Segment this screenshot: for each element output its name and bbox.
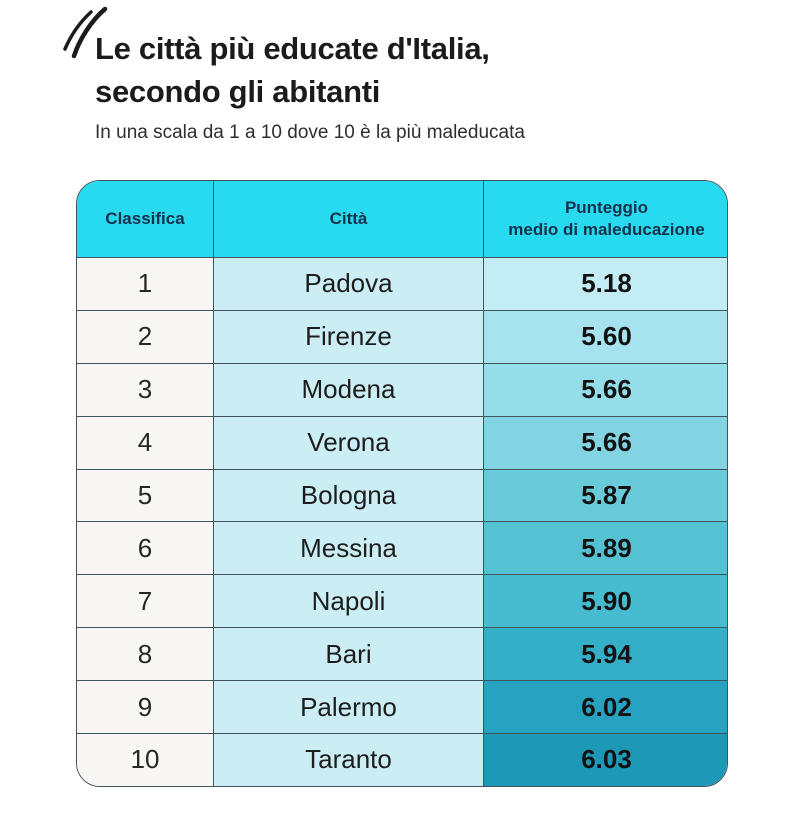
column-header-citta: Città: [213, 181, 483, 257]
city-cell: Padova: [213, 257, 483, 310]
score-cell: 5.94: [483, 627, 727, 681]
rank-cell: 10: [77, 733, 213, 786]
table-row: 6 Messina 5.89: [77, 521, 727, 575]
city-cell: Napoli: [213, 574, 483, 628]
table-row: 9 Palermo 6.02: [77, 680, 727, 734]
score-cell: 5.87: [483, 468, 727, 522]
score-cell: 6.03: [483, 733, 727, 786]
score-cell: 5.90: [483, 574, 727, 628]
page-title: Le città più educate d'Italia, secondo g…: [95, 28, 490, 114]
table-row: 1 Padova 5.18: [77, 257, 727, 310]
rank-cell: 2: [77, 309, 213, 363]
rank-cell: 8: [77, 627, 213, 681]
table-body: 1 Padova 5.18 2 Firenze 5.60 3 Modena 5.66 4 Veron…: [77, 257, 727, 786]
page-subtitle: In una scala da 1 a 10 dove 10 è la più …: [95, 122, 525, 143]
table-row: 4 Verona 5.66: [77, 415, 727, 469]
table-row: 7 Napoli 5.90: [77, 574, 727, 628]
rank-cell: 4: [77, 415, 213, 469]
rank-cell: 9: [77, 680, 213, 734]
city-cell: Bologna: [213, 468, 483, 522]
rank-cell: 1: [77, 257, 213, 310]
column-header-punteggio: Punteggio medio di maleducazione: [483, 181, 727, 257]
score-cell: 6.02: [483, 680, 727, 734]
rank-cell: 7: [77, 574, 213, 628]
table-row: 5 Bologna 5.87: [77, 468, 727, 522]
table-row: 3 Modena 5.66: [77, 362, 727, 416]
table-row: 2 Firenze 5.60: [77, 309, 727, 363]
score-cell: 5.18: [483, 257, 727, 310]
table-row: 8 Bari 5.94: [77, 627, 727, 681]
page-title-line1: Le città più educate d'Italia,: [95, 31, 490, 66]
page-title-line2: secondo gli abitanti: [95, 73, 381, 109]
score-cell: 5.60: [483, 309, 727, 363]
column-header-punteggio-line1: Punteggio: [564, 197, 649, 217]
city-cell: Messina: [213, 521, 483, 575]
city-cell: Taranto: [213, 733, 483, 786]
city-cell: Verona: [213, 415, 483, 469]
rank-cell: 5: [77, 468, 213, 522]
city-cell: Palermo: [213, 680, 483, 734]
score-cell: 5.66: [483, 415, 727, 469]
column-header-punteggio-line2: medio di maleducazione: [508, 220, 705, 239]
score-cell: 5.66: [483, 362, 727, 416]
rank-cell: 3: [77, 362, 213, 416]
city-cell: Firenze: [213, 309, 483, 363]
table-header-row: Classifica Città Punteggio medio di male…: [77, 181, 727, 257]
city-cell: Bari: [213, 627, 483, 681]
rank-cell: 6: [77, 521, 213, 575]
city-cell: Modena: [213, 362, 483, 416]
table-row: 10 Taranto 6.03: [77, 733, 727, 786]
score-cell: 5.89: [483, 521, 727, 575]
column-header-classifica: Classifica: [105, 208, 185, 228]
decorative-slashes-icon: [63, 6, 108, 59]
ranking-table: Classifica Città Punteggio medio di male…: [76, 180, 728, 787]
